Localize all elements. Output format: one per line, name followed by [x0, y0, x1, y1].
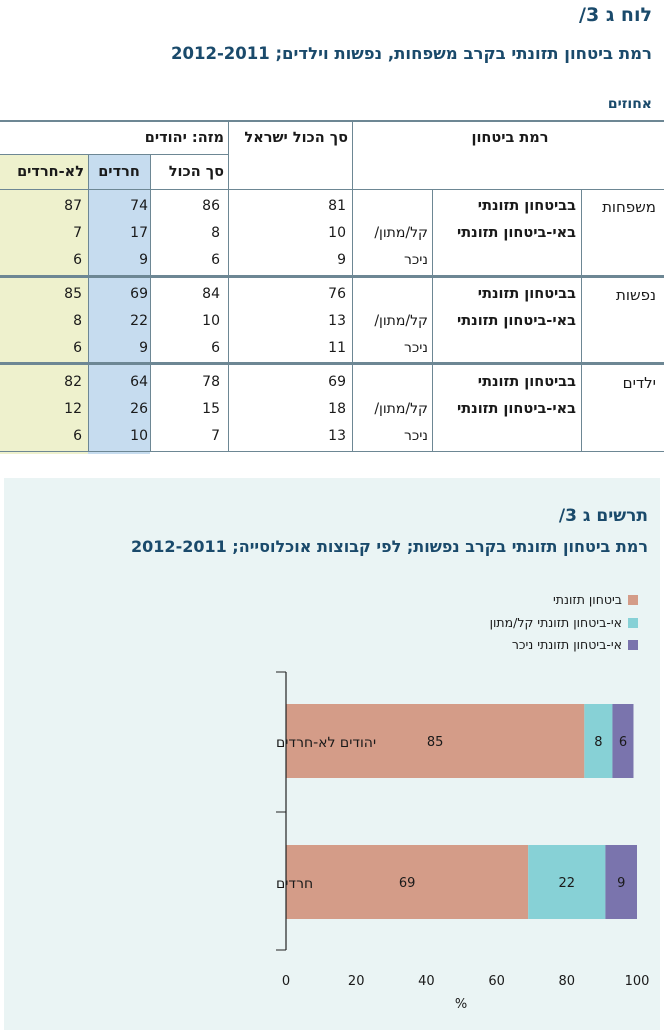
cell-value: 69: [328, 374, 346, 390]
cell-value: 13: [328, 313, 346, 329]
cell-value: 81: [328, 198, 346, 214]
cell-value: 11: [328, 340, 346, 356]
legend-label: ביטחון תזונתי: [552, 592, 622, 607]
table-top-rule: [0, 120, 664, 122]
header-total-israel: סך הכול ישראל: [244, 130, 348, 146]
non-haredim-column-bg: [0, 155, 88, 454]
cell-value: 69: [130, 286, 148, 302]
cell-value: 74: [130, 198, 148, 214]
header-sub-rule: [0, 154, 228, 155]
table-title: לוח ג 3/: [579, 4, 652, 26]
col-rule-b: [150, 155, 151, 452]
legend-swatch: [628, 617, 638, 628]
units-label: אחוזים: [607, 96, 652, 112]
level-secure: בביטחון תזונתי: [477, 374, 576, 390]
col-rule-f: [581, 190, 582, 452]
table-bottom-rule: [0, 451, 664, 452]
cell-value: 13: [328, 428, 346, 444]
cell-value: 84: [202, 286, 220, 302]
cell-value: 12: [64, 401, 82, 417]
level-insecure: באי-ביטחון תזונתי: [456, 401, 576, 417]
level-mild: קל/מתון/: [374, 401, 428, 417]
cell-value: 10: [328, 225, 346, 241]
cell-value: 86: [202, 198, 220, 214]
cell-value: 7: [211, 428, 220, 444]
legend-label: אי-ביטחון תזונתי קל/מתון: [489, 615, 622, 630]
cell-value: 10: [202, 313, 220, 329]
legend-label: אי-ביטחון תזונתי ניכר: [511, 637, 622, 652]
table-subtitle: רמת ביטחון תזונתי בקרב משפחות, נפשות ויל…: [171, 44, 652, 63]
cell-value: 78: [202, 374, 220, 390]
data-table: רמת ביטחון סך הכול ישראל מזה: יהודים סך …: [0, 120, 664, 454]
cell-value: 17: [130, 225, 148, 241]
section-label-children: ילדים: [622, 374, 656, 392]
legend-swatch: [628, 639, 638, 650]
header-of-which-jews: מזה: יהודים: [144, 130, 224, 146]
cell-value: 6: [73, 340, 82, 356]
chart-panel: [4, 478, 660, 1030]
cell-value: 85: [64, 286, 82, 302]
cell-value: 6: [211, 252, 220, 268]
level-insecure: באי-ביטחון תזונתי: [456, 313, 576, 329]
legend-item-secure: ביטחון תזונתי: [553, 592, 638, 607]
level-mild: קל/מתון/: [374, 225, 428, 241]
cell-value: 8: [211, 225, 220, 241]
section-label-persons: נפשות: [616, 286, 656, 304]
col-rule-a: [88, 155, 89, 452]
section-rule-1: [0, 275, 664, 278]
legend-item-severe: אי-ביטחון תזונתי ניכר: [512, 637, 638, 652]
level-insecure: באי-ביטחון תזונתי: [456, 225, 576, 241]
section-label-families: משפחות: [602, 198, 656, 216]
legend-swatch: [628, 594, 638, 605]
cell-value: 10: [130, 428, 148, 444]
cell-value: 82: [64, 374, 82, 390]
legend-item-mild: אי-ביטחון תזונתי קל/מתון: [490, 615, 638, 630]
cell-value: 7: [73, 225, 82, 241]
level-severe: ניכר: [403, 340, 428, 356]
level-severe: ניכר: [403, 252, 428, 268]
cell-value: 76: [328, 286, 346, 302]
header-non-haredim: לא-חרדים: [17, 164, 84, 180]
level-severe: ניכר: [403, 428, 428, 444]
cell-value: 6: [73, 252, 82, 268]
header-bottom-rule: [0, 189, 664, 190]
col-rule-c: [228, 122, 229, 452]
cell-value: 9: [139, 340, 148, 356]
header-level: רמת ביטחון: [471, 130, 549, 146]
level-mild: קל/מתון/: [374, 313, 428, 329]
cell-value: 15: [202, 401, 220, 417]
header-haredim: חרדים: [98, 164, 140, 180]
header-total: סך הכול: [168, 164, 224, 180]
cell-value: 22: [130, 313, 148, 329]
level-secure: בביטחון תזונתי: [477, 198, 576, 214]
cell-value: 6: [73, 428, 82, 444]
section-rule-2: [0, 362, 664, 365]
cell-value: 9: [337, 252, 346, 268]
cell-value: 87: [64, 198, 82, 214]
level-secure: בביטחון תזונתי: [477, 286, 576, 302]
col-rule-e: [432, 190, 433, 452]
cell-value: 64: [130, 374, 148, 390]
chart-title: תרשים ג 3/: [558, 506, 648, 526]
cell-value: 6: [211, 340, 220, 356]
haredim-column-bg: [88, 155, 150, 454]
cell-value: 18: [328, 401, 346, 417]
chart-subtitle: רמת ביטחון תזונתי בקרב נפשות; לפי קבוצות…: [131, 537, 648, 556]
cell-value: 8: [73, 313, 82, 329]
cell-value: 26: [130, 401, 148, 417]
col-rule-d: [352, 122, 353, 452]
cell-value: 9: [139, 252, 148, 268]
